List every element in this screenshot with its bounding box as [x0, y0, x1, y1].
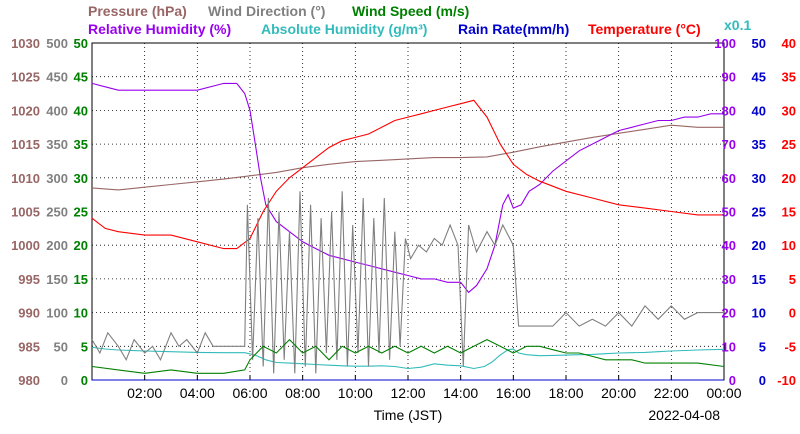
y-tick-label: 40: [782, 36, 796, 51]
y-tick-label: -5: [784, 339, 796, 354]
y-tick-label: 995: [18, 272, 40, 287]
y-tick-label: 10: [782, 238, 796, 253]
y-tick-label: 50: [752, 36, 766, 51]
y-tick-label: 450: [46, 70, 68, 85]
x-tick-label: 10:00: [338, 385, 373, 401]
legend-wind-speed: Wind Speed (m/s): [352, 3, 469, 19]
y-tick-label: 20: [752, 238, 766, 253]
y-tick-label: 200: [46, 238, 68, 253]
y-tick-label: 30: [752, 171, 766, 186]
series-line-temperature-c: [91, 99, 724, 250]
y-tick-label: 100: [714, 36, 736, 51]
y-tick-label: 985: [18, 339, 40, 354]
legend-wind-direction: Wind Direction (°): [208, 3, 325, 19]
x-tick-label: 04:00: [180, 385, 215, 401]
y-tick-label: 1015: [11, 137, 40, 152]
y-tick-label: 30: [782, 103, 796, 118]
y-tick-label: 35: [752, 137, 766, 152]
y-tick-label: 50: [54, 339, 68, 354]
y-tick-label: 50: [722, 205, 736, 220]
y-tick-label: 5: [81, 339, 88, 354]
y-tick-label: 10: [74, 306, 88, 321]
y-tick-label: -10: [777, 373, 796, 388]
y-tick-label: 0: [61, 373, 68, 388]
x-tick-label: 08:00: [285, 385, 320, 401]
y-tick-label: 60: [722, 171, 736, 186]
y-tick-label: 0: [81, 373, 88, 388]
y-tick-label: 5: [759, 339, 766, 354]
y-tick-label: 1030: [11, 36, 40, 51]
x-tick-label: 02:00: [127, 385, 162, 401]
series-line-pressure-hpa: [91, 124, 724, 191]
y-tick-label: 20: [74, 238, 88, 253]
y-tick-label: 1020: [11, 103, 40, 118]
y-tick-label: 90: [722, 70, 736, 85]
y-tick-label: 1000: [11, 238, 40, 253]
x-axis-ticks: 02:00 04:00 06:00 08:00 10:00 12:00 14:00 16:00…: [127, 375, 742, 401]
legend-absolute-humidity: Absolute Humidity (g/m³): [261, 21, 427, 37]
x-axis-label: Time (JST): [374, 407, 443, 423]
y-tick-label: 70: [722, 137, 736, 152]
y-tick-label: 30: [722, 272, 736, 287]
y-tick-label: 15: [752, 272, 766, 287]
date-label: 2022-04-08: [648, 407, 720, 423]
y-tick-label: 990: [18, 306, 40, 321]
series-line-wind-speed-m-s: [91, 338, 725, 374]
y-tick-label: 150: [46, 272, 68, 287]
x-tick-label: 00:00: [706, 385, 741, 401]
y-tick-label: 45: [74, 70, 88, 85]
y-tick-label: 45: [752, 70, 766, 85]
y-tick-label: 25: [752, 205, 766, 220]
y-tick-label: 80: [722, 103, 736, 118]
y-tick-label: 1005: [11, 205, 40, 220]
y-tick-label: 25: [782, 137, 796, 152]
y-tick-label: 0: [729, 373, 736, 388]
x-tick-label: 12:00: [390, 385, 425, 401]
y-tick-label: 20: [782, 171, 796, 186]
y-tick-label: 1010: [11, 171, 40, 186]
y-tick-label: 250: [46, 205, 68, 220]
y-tick-label: 400: [46, 103, 68, 118]
x-tick-label: 06:00: [232, 385, 267, 401]
y-tick-label: 0: [789, 306, 796, 321]
y-tick-label: 40: [74, 103, 88, 118]
y-tick-label: 10: [722, 339, 736, 354]
y-tick-label: 980: [18, 373, 40, 388]
x-tick-label: 22:00: [654, 385, 689, 401]
y-tick-label: 500: [46, 36, 68, 51]
y-tick-label: 5: [789, 272, 796, 287]
y-tick-label: 15: [74, 272, 88, 287]
series-line-wind-direction: [91, 191, 724, 374]
y-tick-label: 20: [722, 306, 736, 321]
y-tick-label: 35: [74, 137, 88, 152]
legend-relative-humidity: Relative Humidity (%): [88, 21, 231, 37]
y-tick-label: 10: [752, 306, 766, 321]
series-line-absolute-humidity-g-m: [91, 346, 725, 370]
y-tick-label: 25: [74, 205, 88, 220]
y-tick-label: 15: [782, 205, 796, 220]
y-tick-label: 35: [782, 70, 796, 85]
x-tick-label: 20:00: [601, 385, 636, 401]
y-tick-label: 100: [46, 306, 68, 321]
x-tick-label: 18:00: [548, 385, 583, 401]
x-tick-label: 16:00: [496, 385, 531, 401]
series-line-relative-humidity: [91, 82, 724, 294]
grid: [92, 43, 724, 380]
y-tick-label: 40: [752, 103, 766, 118]
x-tick-label: 14:00: [443, 385, 478, 401]
y-tick-label: 1025: [11, 70, 40, 85]
y-tick-label: 0: [759, 373, 766, 388]
legend-pressure: Pressure (hPa): [88, 3, 187, 19]
legend-rain-rate: Rain Rate(mm/h): [458, 21, 569, 37]
legend-temperature: Temperature (°C): [588, 21, 701, 37]
y-tick-label: 350: [46, 137, 68, 152]
y-tick-label: 40: [722, 238, 736, 253]
y-tick-label: 30: [74, 171, 88, 186]
legend-multiplier: x0.1: [724, 17, 751, 33]
y-tick-label: 300: [46, 171, 68, 186]
y-axis-ticks: 1030102510201015101010051000995990985980…: [11, 36, 796, 388]
y-tick-label: 50: [74, 36, 88, 51]
